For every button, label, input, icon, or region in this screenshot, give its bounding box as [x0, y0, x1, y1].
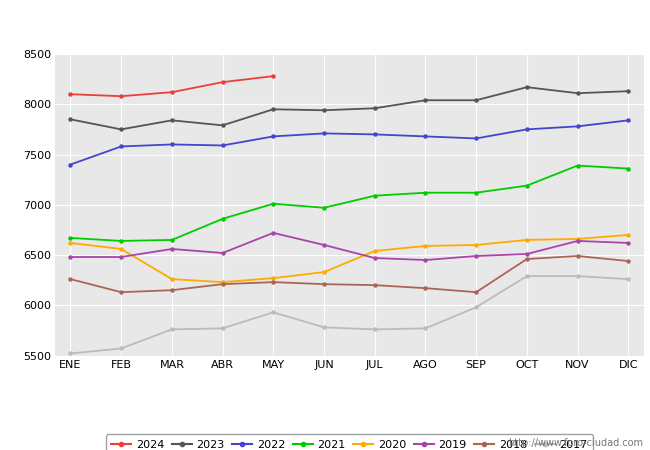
Text: http://www.foro-ciudad.com: http://www.foro-ciudad.com — [508, 438, 644, 448]
Text: Afiliados en Seseña a 31/5/2024: Afiliados en Seseña a 31/5/2024 — [179, 11, 471, 29]
Legend: 2024, 2023, 2022, 2021, 2020, 2019, 2018, 2017: 2024, 2023, 2022, 2021, 2020, 2019, 2018… — [106, 434, 593, 450]
